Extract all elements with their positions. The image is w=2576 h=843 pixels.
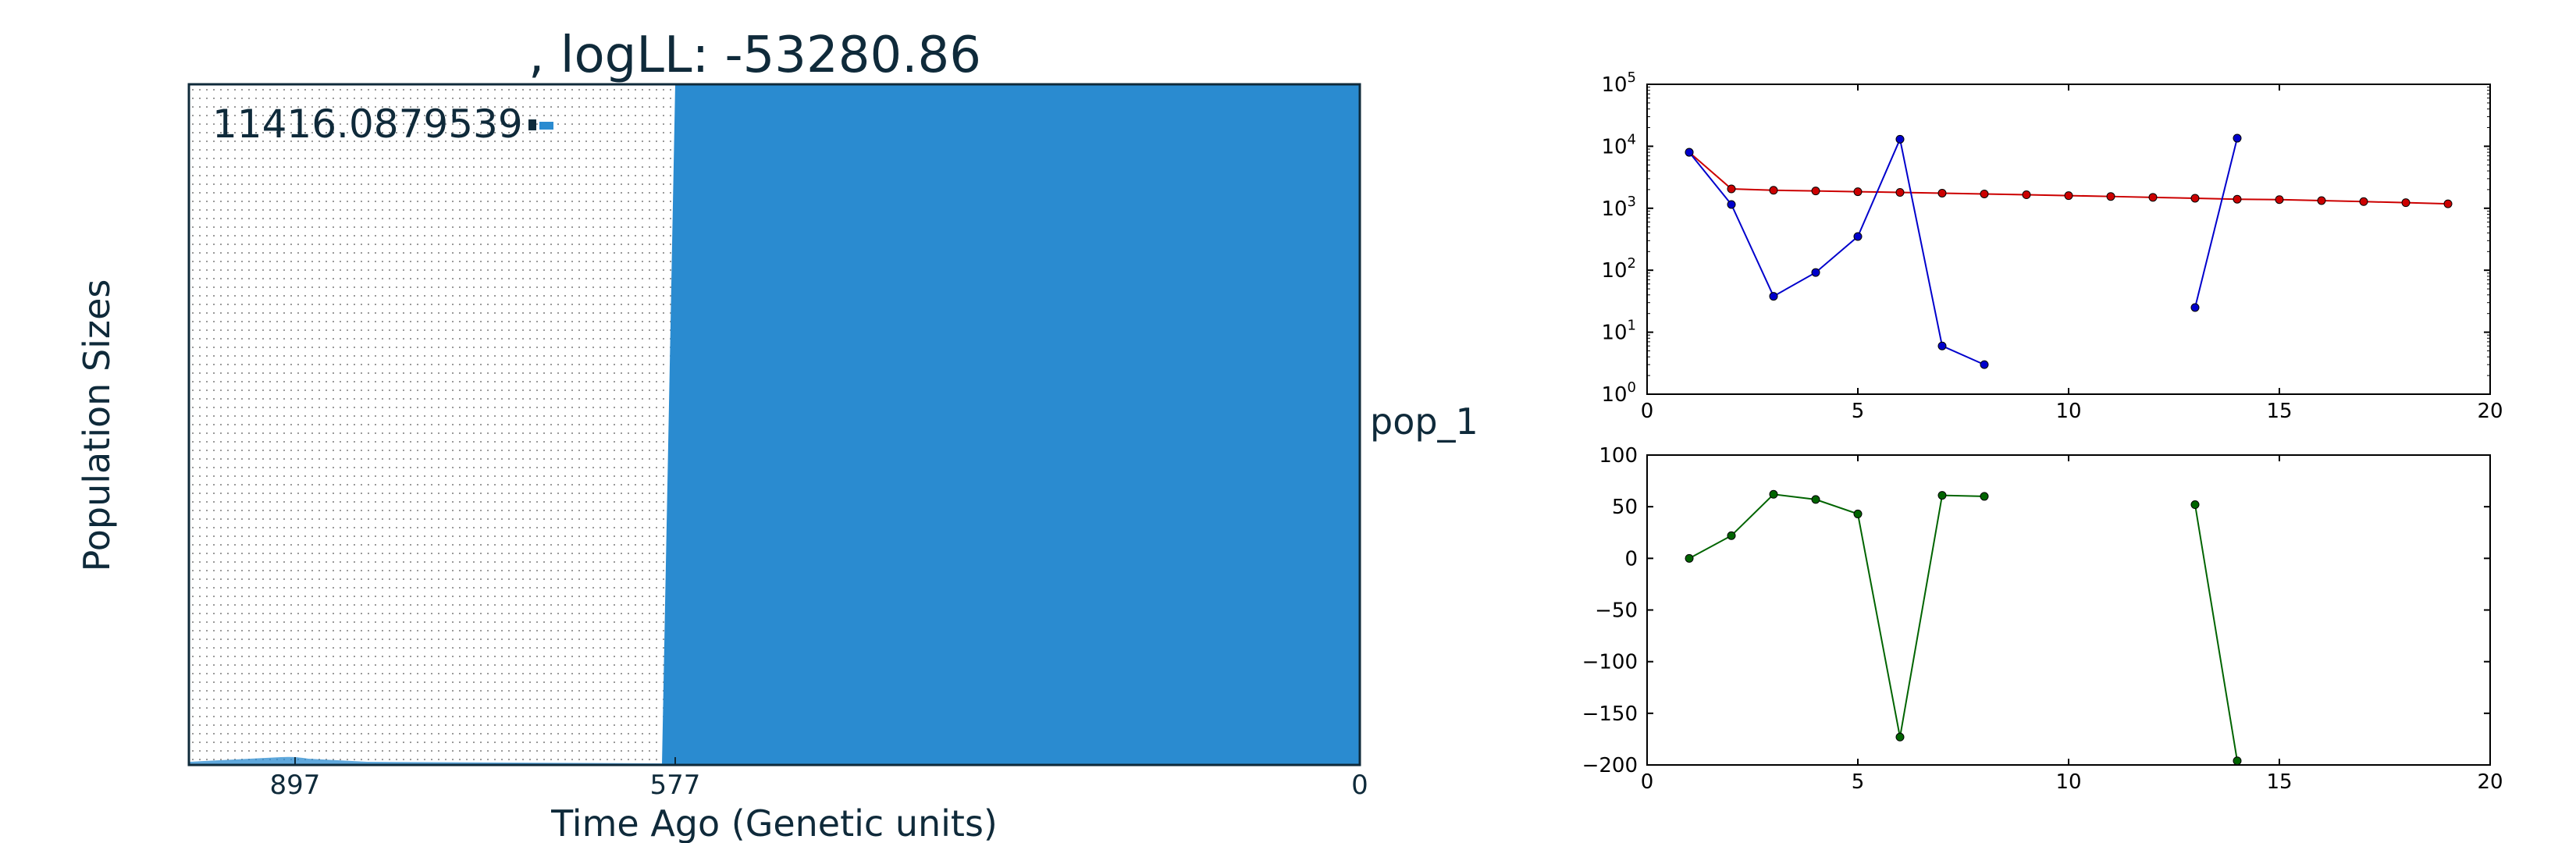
- data-point: [1853, 187, 1863, 197]
- data-point: [1811, 268, 1820, 277]
- data-point: [1685, 148, 1694, 157]
- y-tick-label: −200: [1582, 754, 1638, 777]
- y-tick-label: 103: [1601, 194, 1636, 221]
- size-marker-blue: [539, 122, 553, 130]
- x-tick-label: 15: [2266, 400, 2292, 423]
- data-point: [1727, 531, 1736, 540]
- x-tick-label: 15: [2266, 770, 2292, 794]
- x-tick-label: 10: [2055, 400, 2081, 423]
- data-point: [2359, 197, 2368, 206]
- ancestral-sliver: [189, 756, 662, 765]
- y-tick-label: 50: [1612, 496, 1638, 519]
- data-point: [2190, 500, 2200, 510]
- data-point: [1769, 292, 1778, 301]
- data-point: [2190, 303, 2200, 312]
- data-point: [1895, 134, 1905, 144]
- data-point: [2233, 133, 2242, 143]
- data-point: [2106, 192, 2115, 201]
- data-point: [2190, 194, 2200, 203]
- data-point: [1853, 509, 1863, 518]
- y-tick-label: 102: [1601, 255, 1636, 283]
- y-tick-label: 100: [1601, 379, 1636, 407]
- y-tick-label: 105: [1601, 69, 1636, 97]
- x-tick-label: 897: [270, 770, 321, 801]
- data-point: [1937, 341, 1947, 350]
- log-scale-chart: 0 5 10 15 20 100 101 102 103 104 105: [1601, 69, 2503, 423]
- data-point: [1895, 732, 1905, 742]
- x-tick-label: 0: [1641, 770, 1654, 794]
- x-tick-label: 0: [1351, 770, 1368, 801]
- x-axis-label: Time Ago (Genetic units): [550, 802, 998, 843]
- data-point: [1853, 232, 1863, 241]
- data-point: [2233, 756, 2242, 766]
- y-tick-label: 0: [1624, 547, 1638, 571]
- data-point: [1769, 186, 1778, 195]
- plot-frame: [1646, 454, 2491, 766]
- data-point: [1769, 489, 1778, 499]
- y-axis-label: Population Sizes: [76, 279, 118, 572]
- y-tick-label: −150: [1582, 702, 1638, 726]
- x-tick-label: 20: [2477, 400, 2503, 423]
- x-tick-label: 5: [1852, 400, 1865, 423]
- x-tick-label: 577: [650, 770, 701, 801]
- data-point: [1685, 553, 1694, 563]
- data-point: [1811, 187, 1820, 196]
- size-label: 11416.0879539: [212, 101, 523, 147]
- data-point: [1811, 495, 1820, 504]
- population-area: [662, 84, 1360, 765]
- data-point: [2148, 193, 2158, 202]
- y-tick-label: −50: [1595, 599, 1638, 623]
- data-point: [1937, 491, 1947, 500]
- x-tick-label: 10: [2055, 770, 2081, 794]
- data-point: [2022, 190, 2031, 200]
- plot-frame: [1646, 84, 2491, 395]
- data-point: [1980, 492, 1989, 501]
- data-point: [1937, 189, 1947, 198]
- data-point: [1727, 184, 1736, 194]
- data-point: [2317, 196, 2326, 205]
- chart-title: , logLL: -53280.86: [528, 27, 981, 84]
- x-tick-label: 5: [1852, 770, 1865, 794]
- data-point: [1980, 360, 1989, 369]
- plot-frame: [187, 83, 1361, 767]
- series-line: [1688, 493, 1985, 738]
- data-point: [2275, 195, 2284, 205]
- data-point: [1727, 200, 1736, 209]
- linear-chart: 0 5 10 15 20 100 50 0 −50 −100 −150 −200: [1582, 444, 2503, 794]
- data-point: [2443, 199, 2453, 208]
- x-tick-label: 0: [1641, 400, 1654, 423]
- y-tick-label: 104: [1601, 131, 1636, 158]
- size-marker-dark: [528, 119, 536, 130]
- y-tick-label: 100: [1599, 444, 1638, 468]
- series-line: [2194, 137, 2238, 308]
- population-label: pop_1: [1370, 400, 1478, 443]
- x-tick-label: 20: [2477, 770, 2503, 794]
- data-point: [1895, 188, 1905, 197]
- series-line: [1688, 137, 1985, 366]
- series-line: [2194, 504, 2238, 761]
- y-tick-label: −100: [1582, 651, 1638, 674]
- data-point: [2064, 191, 2073, 201]
- data-point: [2233, 194, 2242, 204]
- demography-chart: , logLL: -53280.86 11416.0879539 pop_1 8…: [76, 27, 1478, 843]
- data-point: [2401, 198, 2411, 208]
- data-point: [1980, 190, 1989, 199]
- y-tick-label: 101: [1601, 318, 1636, 345]
